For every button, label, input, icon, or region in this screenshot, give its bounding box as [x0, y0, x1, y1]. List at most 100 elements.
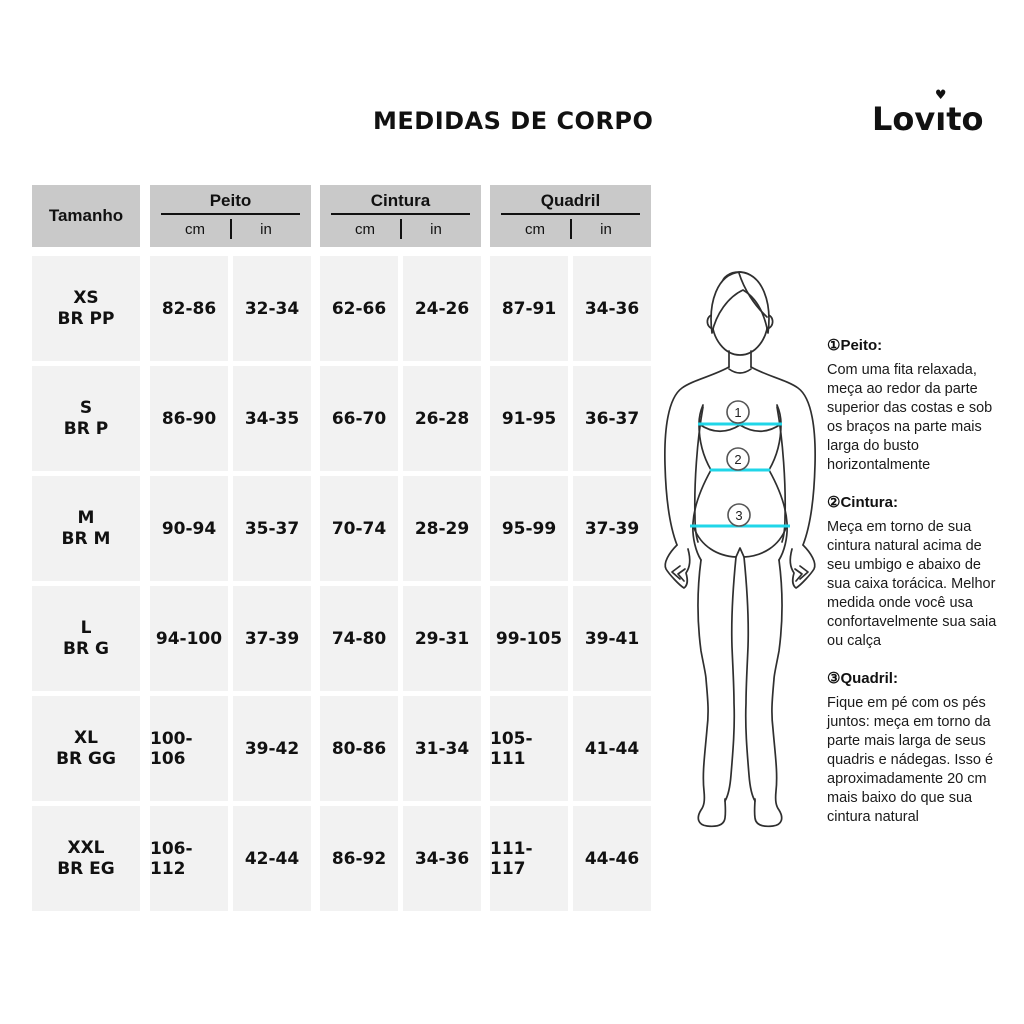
value-cell: 31-34 — [403, 696, 481, 801]
marker-circle-1 — [726, 400, 750, 424]
value-cell: 44-46 — [573, 806, 651, 911]
instruction-text: Com uma fita relaxada, meça ao redor da … — [827, 362, 993, 473]
table-row: XXL BR EG 106-112 42-44 86-92 34-36 111-… — [32, 806, 651, 911]
hair — [710, 271, 770, 334]
underwear-line — [693, 527, 787, 558]
instruction-heading: ②Cintura: — [827, 494, 898, 511]
column-group-cintura: Cintura cm in — [320, 185, 481, 247]
column-group-quadril: Quadril cm in — [490, 185, 651, 247]
value-cell: 86-90 — [150, 366, 228, 471]
right-hand-fingers — [799, 565, 809, 580]
instruction-block-peito: ①Peito: Com uma fita relaxada, meça ao r… — [827, 336, 999, 475]
value-cell: 91-95 — [490, 366, 568, 471]
unit-label-in: in — [600, 220, 612, 238]
unit-label-in: in — [430, 220, 442, 238]
brand-logo: Lovı ♥ to — [872, 89, 984, 138]
size-cell: S BR P — [32, 366, 140, 471]
brand-logo-i-stem: ı — [935, 100, 947, 138]
value-cell: 36-37 — [573, 366, 651, 471]
unit-divider — [569, 219, 572, 239]
table-row: S BR P 86-90 34-35 66-70 26-28 91-95 36-… — [32, 366, 651, 471]
value-cell: 29-31 — [403, 586, 481, 691]
value-cell: 106-112 — [150, 806, 228, 911]
header-rule — [331, 213, 470, 215]
left-hand-fingers — [677, 568, 686, 582]
header-rule — [161, 213, 300, 215]
right-leg-outer — [753, 559, 783, 828]
size-column-header: Tamanho — [32, 185, 140, 247]
measurements-table: Tamanho Peito cm in Cintura cm in — [32, 185, 651, 916]
collar — [728, 368, 752, 374]
size-br: BR P — [63, 418, 109, 439]
value-cell: 34-35 — [233, 366, 311, 471]
table-row: XL BR GG 100-106 39-42 80-86 31-34 105-1… — [32, 696, 651, 801]
value-cell: 26-28 — [403, 366, 481, 471]
value-cell: 41-44 — [573, 696, 651, 801]
size-intl: XS — [73, 287, 99, 308]
instruction-block-cintura: ②Cintura: Meça em torno de sua cintura n… — [827, 493, 999, 651]
value-cell: 95-99 — [490, 476, 568, 581]
instruction-heading: ③Quadril: — [827, 670, 898, 687]
unit-label-cm: cm — [525, 220, 545, 238]
size-intl: L — [80, 617, 92, 638]
size-intl: XL — [74, 727, 98, 748]
value-cell: 37-39 — [233, 586, 311, 691]
value-cell: 70-74 — [320, 476, 398, 581]
value-cell: 28-29 — [403, 476, 481, 581]
right-leg-inner — [743, 556, 756, 802]
value-cell: 34-36 — [403, 806, 481, 911]
value-cell: 111-117 — [490, 806, 568, 911]
size-br: BR GG — [56, 748, 116, 769]
value-cell: 42-44 — [233, 806, 311, 911]
value-cell: 82-86 — [150, 256, 228, 361]
brand-logo-i: ı ♥ — [935, 89, 947, 138]
value-cell: 80-86 — [320, 696, 398, 801]
instruction-heading: ①Peito: — [827, 337, 883, 354]
value-cell: 39-42 — [233, 696, 311, 801]
measurement-instructions: ①Peito: Com uma fita relaxada, meça ao r… — [827, 336, 999, 845]
body-figure-illustration: 1 2 3 — [664, 271, 816, 828]
value-cell: 32-34 — [233, 256, 311, 361]
marker-number-1: 1 — [734, 405, 741, 420]
unit-label-cm: cm — [185, 220, 205, 238]
unit-divider — [229, 219, 232, 239]
size-intl: XXL — [67, 837, 105, 858]
size-cell: XXL BR EG — [32, 806, 140, 911]
header-rule — [501, 213, 640, 215]
value-cell: 94-100 — [150, 586, 228, 691]
value-cell: 37-39 — [573, 476, 651, 581]
size-br: BR G — [63, 638, 109, 659]
value-cell: 35-37 — [233, 476, 311, 581]
marker-number-2: 2 — [734, 452, 741, 467]
brand-logo-pre: Lov — [872, 100, 936, 138]
table-row: L BR G 94-100 37-39 74-80 29-31 99-105 3… — [32, 586, 651, 691]
value-cell: 62-66 — [320, 256, 398, 361]
instruction-text: Meça em torno de sua cintura natural aci… — [827, 519, 997, 649]
right-arm-outer — [750, 366, 816, 546]
size-br: BR M — [61, 528, 111, 549]
size-br: BR PP — [57, 308, 115, 329]
value-cell: 74-80 — [320, 586, 398, 691]
size-cell: L BR G — [32, 586, 140, 691]
value-cell: 24-26 — [403, 256, 481, 361]
page-title: MEDIDAS DE CORPO — [373, 107, 654, 135]
value-cell: 39-41 — [573, 586, 651, 691]
table-row: XS BR PP 82-86 32-34 62-66 24-26 87-91 3… — [32, 256, 651, 361]
value-cell: 66-70 — [320, 366, 398, 471]
left-hand-fingers — [671, 565, 681, 580]
brand-logo-post: to — [946, 100, 984, 138]
size-cell: M BR M — [32, 476, 140, 581]
unit-divider — [399, 219, 402, 239]
heart-icon: ♥ — [934, 88, 947, 103]
table-row: M BR M 90-94 35-37 70-74 28-29 95-99 37-… — [32, 476, 651, 581]
value-cell: 87-91 — [490, 256, 568, 361]
value-cell: 105-111 — [490, 696, 568, 801]
marker-circle-2 — [726, 447, 750, 471]
hair-parting — [738, 272, 768, 318]
left-leg-outer — [697, 559, 727, 828]
table-header-row: Tamanho Peito cm in Cintura cm in — [32, 185, 651, 247]
value-cell: 100-106 — [150, 696, 228, 801]
unit-label-in: in — [260, 220, 272, 238]
size-br: BR EG — [57, 858, 115, 879]
